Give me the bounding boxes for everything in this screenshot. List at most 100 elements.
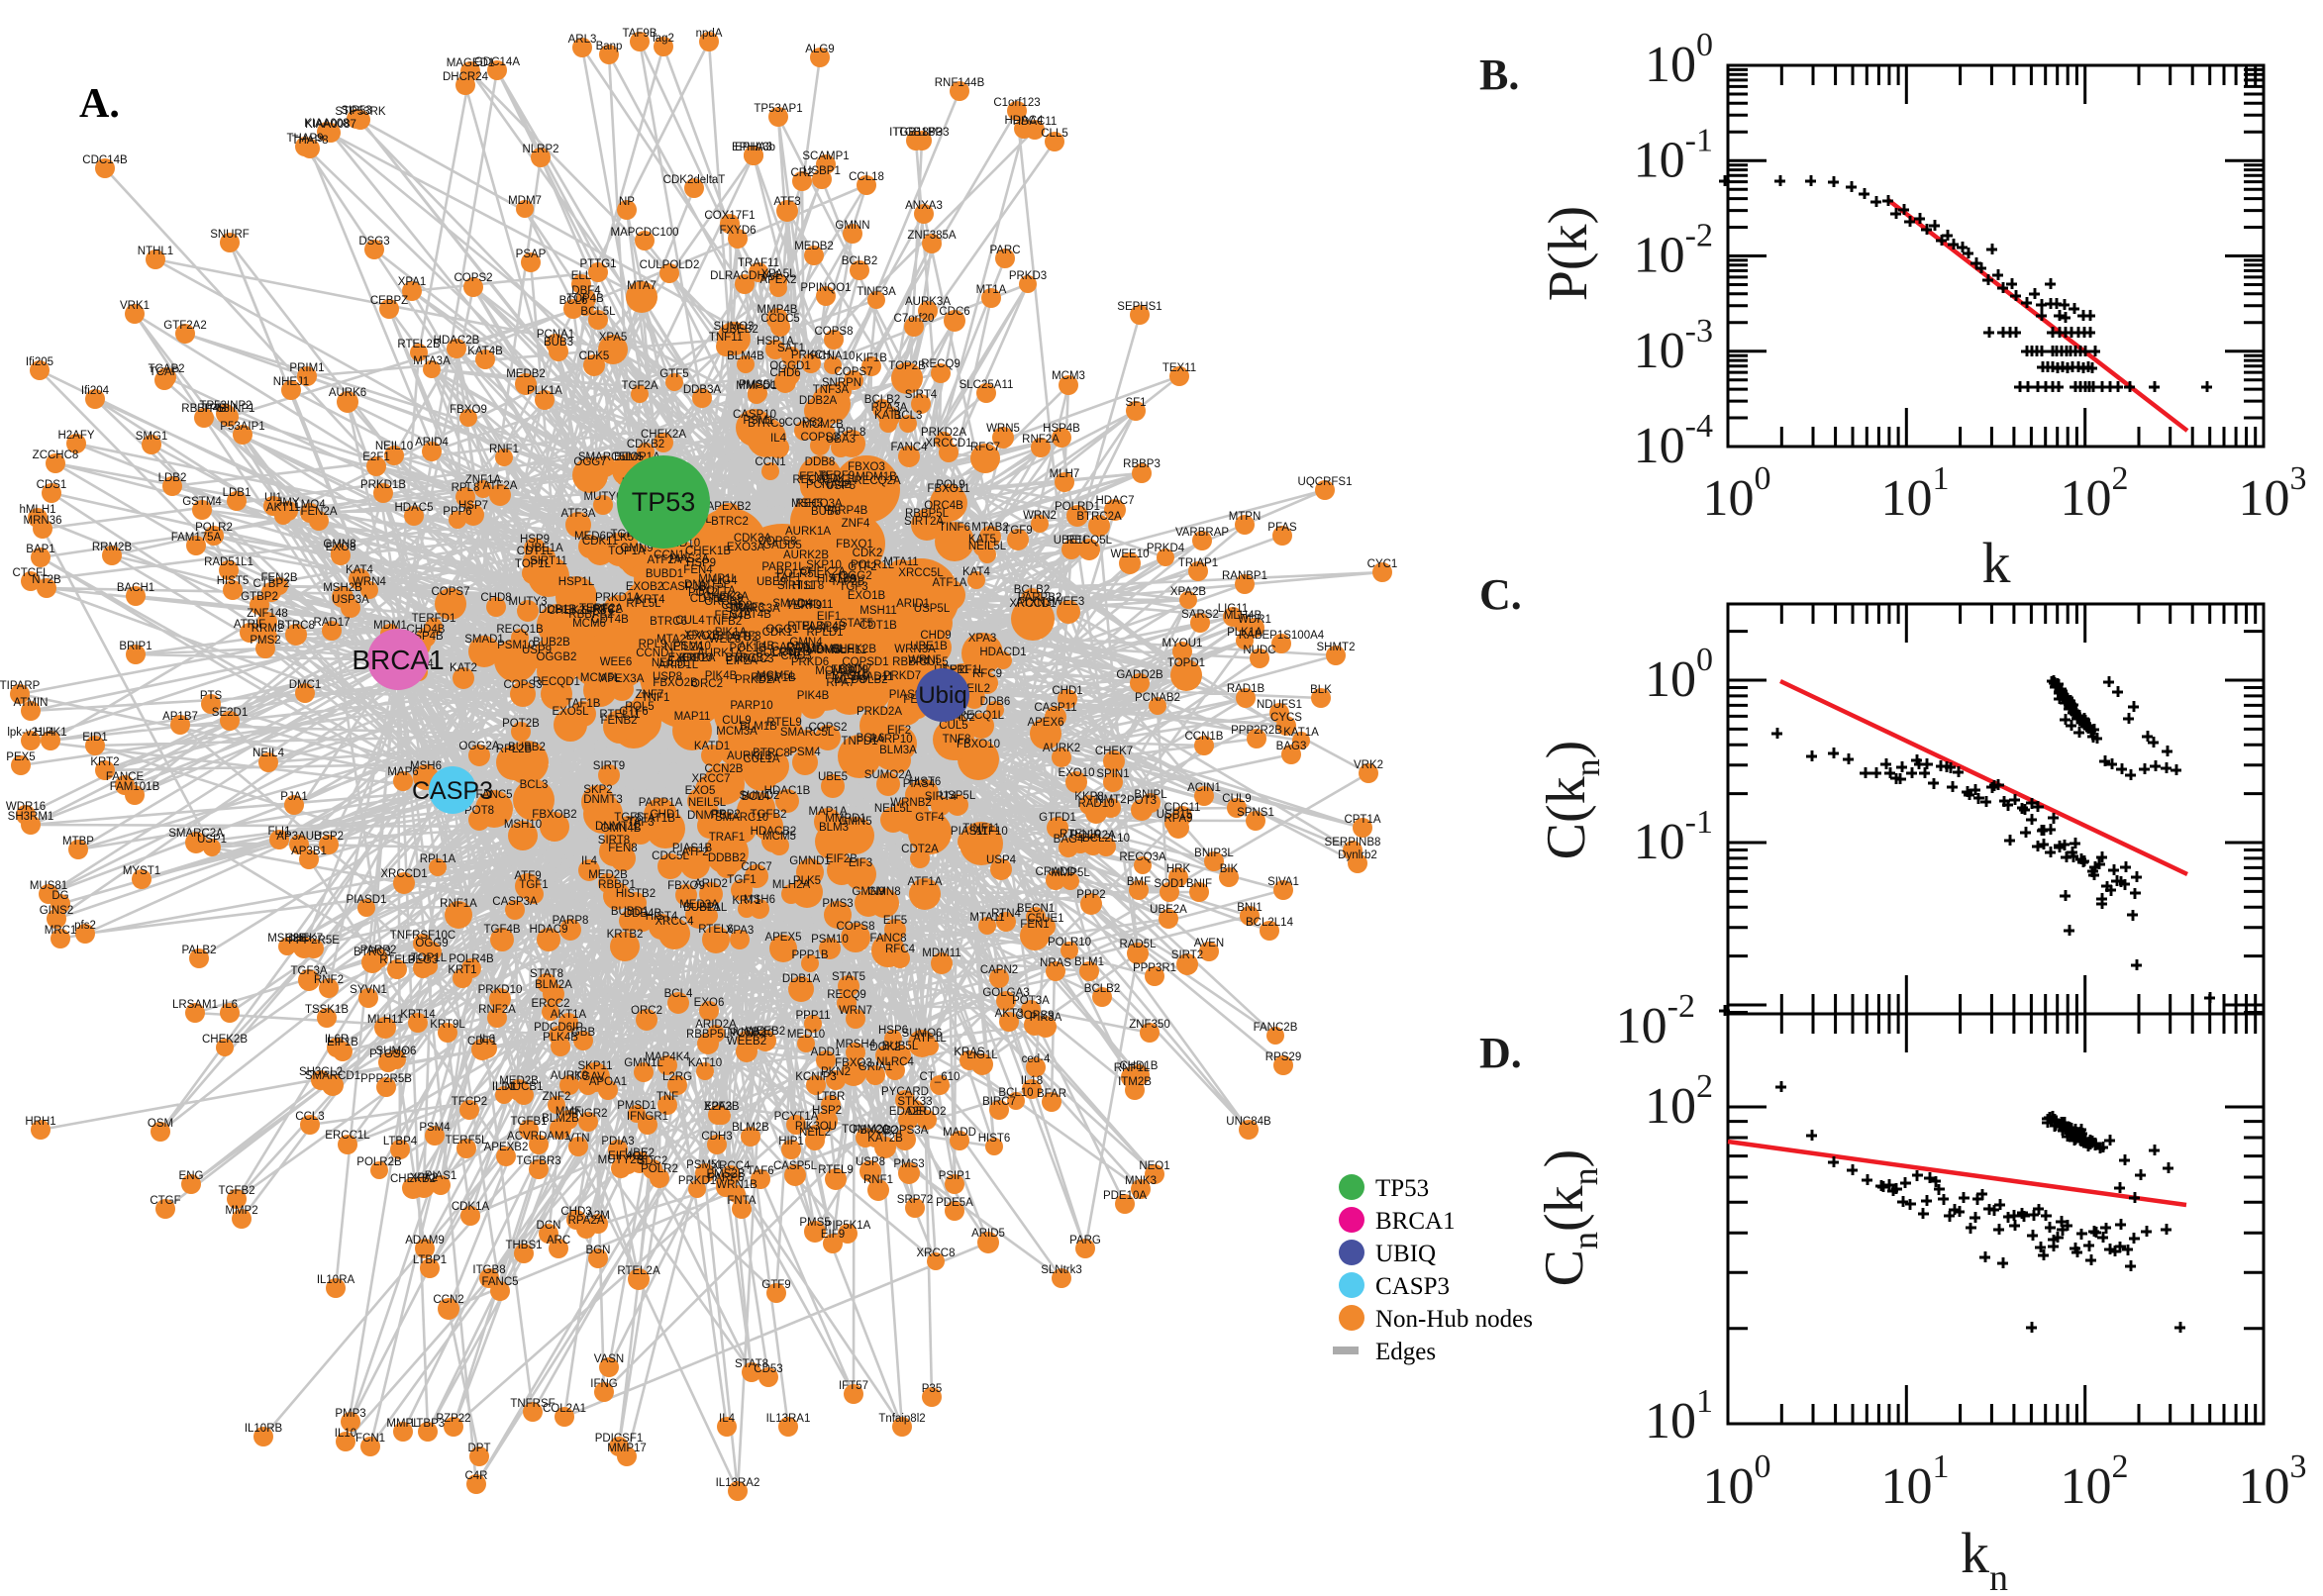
svg-text:PARP4B: PARP4B [802,621,847,633]
svg-text:TGF3A: TGF3A [290,965,327,977]
svg-text:WEE10: WEE10 [1111,549,1150,560]
svg-text:MDM5L: MDM5L [806,644,847,655]
svg-text:BLM1: BLM1 [1074,956,1104,968]
svg-text:TGF1: TGF1 [519,879,548,891]
svg-text:VARBRAP: VARBRAP [1175,527,1229,539]
svg-text:GMN1L: GMN1L [624,1057,663,1069]
svg-text:PPP11: PPP11 [796,1010,831,1022]
svg-text:TFCP2: TFCP2 [452,1096,487,1108]
svg-text:C.: C. [1479,570,1522,619]
svg-text:BCLB2: BCLB2 [842,255,877,267]
svg-text:PIAS11: PIAS11 [951,826,988,838]
svg-text:CASP1B: CASP1B [661,581,707,593]
svg-text:GADD6: GADD6 [770,642,810,653]
svg-text:PLK5: PLK5 [606,532,634,544]
svg-text:BUB3: BUB3 [544,337,573,349]
svg-text:D.: D. [1479,1029,1522,1077]
svg-text:HSP1L: HSP1L [558,576,595,588]
svg-text:EXO1B: EXO1B [686,631,725,643]
svg-text:MCM3: MCM3 [1052,370,1085,382]
svg-text:CDC6: CDC6 [939,306,969,318]
svg-text:ITGB8: ITGB8 [472,1264,505,1276]
svg-text:PARP10: PARP10 [869,734,912,746]
svg-text:NP: NP [619,196,635,208]
svg-text:ORC2: ORC2 [631,1005,662,1017]
svg-text:POLR4B: POLR4B [449,953,494,965]
svg-text:THAP8: THAP8 [291,135,328,147]
svg-text:CHD1: CHD1 [650,809,680,821]
svg-text:BFAR: BFAR [1037,1088,1066,1100]
svg-text:SCAMP1: SCAMP1 [802,150,849,162]
svg-text:EXO8: EXO8 [326,542,356,553]
svg-text:DNMT5L: DNMT5L [687,810,734,822]
svg-text:IL10RA: IL10RA [317,1274,355,1286]
svg-text:COPS3A: COPS3A [882,1125,929,1137]
svg-text:ARC: ARC [547,1235,570,1247]
svg-text:AKT11: AKT11 [266,502,300,514]
svg-text:FBXO9: FBXO9 [450,404,487,416]
svg-text:KAT1: KAT1 [874,410,902,422]
svg-text:IL4: IL4 [770,433,787,445]
svg-text:WRN5: WRN5 [908,654,942,666]
svg-text:IFNG: IFNG [590,1378,618,1390]
svg-text:OGGB2: OGGB2 [537,651,577,663]
svg-text:CHEK2: CHEK2 [548,605,585,617]
svg-text:TP53AP1: TP53AP1 [754,103,802,115]
svg-text:TERF2A: TERF2A [579,603,623,615]
svg-text:EPHA3b: EPHA3b [732,142,775,153]
svg-text:BCL10: BCL10 [998,1087,1033,1099]
svg-text:TAF3: TAF3 [627,817,654,829]
svg-text:ITGB18P3: ITGB18P3 [889,127,943,139]
svg-text:PMS5L: PMS5L [739,379,776,391]
svg-text:CASP11: CASP11 [1034,702,1076,714]
svg-text:FANCE: FANCE [106,771,145,783]
svg-text:FCN1: FCN1 [355,1433,385,1445]
svg-text:POT3A: POT3A [1012,995,1050,1007]
svg-text:MTA11: MTA11 [883,556,918,568]
svg-text:PIK3A: PIK3A [1030,1012,1062,1024]
svg-text:103: 103 [2239,1448,2307,1515]
svg-text:XRCC4: XRCC4 [656,916,695,928]
svg-text:PIK9: PIK9 [719,593,744,605]
svg-text:DEDD2: DEDD2 [908,1106,947,1118]
svg-text:MRC1: MRC1 [45,925,77,937]
svg-text:BGN: BGN [586,1245,611,1256]
svg-text:RPA2A: RPA2A [568,1215,605,1227]
svg-text:PSM10: PSM10 [673,641,711,652]
svg-text:SMARC5L: SMARC5L [578,451,633,463]
svg-text:TRAF1: TRAF1 [709,832,745,844]
svg-text:CCN2: CCN2 [433,1294,463,1306]
svg-text:MEDB2: MEDB2 [794,241,834,252]
svg-text:PSAP: PSAP [516,249,547,260]
svg-text:FNGR2: FNGR2 [569,1108,608,1120]
svg-text:CDT4B: CDT4B [591,614,629,626]
svg-text:WRN2: WRN2 [1023,510,1057,522]
svg-text:PIP5K1A: PIP5K1A [825,1220,871,1232]
svg-text:Edges: Edges [1375,1339,1436,1365]
svg-text:COL2A1: COL2A1 [543,1403,586,1415]
svg-text:PIAS9: PIAS9 [889,689,922,701]
svg-text:MMP2: MMP2 [225,1205,257,1217]
svg-text:LTBP1: LTBP1 [413,1254,447,1266]
svg-text:CDK1: CDK1 [762,627,793,639]
svg-text:TINF11: TINF11 [962,823,1000,835]
svg-text:FAM175A: FAM175A [171,532,222,544]
svg-text:PRKCH: PRKCH [791,349,831,361]
svg-text:TNFRSF: TNFRSF [510,1398,555,1410]
svg-text:EIF3: EIF3 [849,857,872,869]
svg-text:ITM2B: ITM2B [1118,1076,1152,1088]
svg-text:BRCA1: BRCA1 [352,645,444,675]
svg-text:BTRCB2: BTRCB2 [725,652,769,664]
svg-text:P53AIP1: P53AIP1 [220,421,264,433]
svg-text:BCL3: BCL3 [520,779,549,791]
svg-text:MUTY3: MUTY3 [509,596,548,608]
svg-text:ced-4: ced-4 [1022,1053,1051,1065]
svg-text:POT2: POT2 [688,587,718,599]
svg-text:HIST4: HIST4 [646,911,678,923]
svg-text:CCDC5: CCDC5 [760,313,800,325]
svg-text:HIPK1: HIPK1 [34,727,66,739]
svg-text:BUBB2: BUBB2 [508,742,546,753]
svg-text:MMP5L: MMP5L [1051,867,1090,879]
svg-text:BLM3A: BLM3A [879,745,917,756]
svg-text:COPS8: COPS8 [815,326,854,338]
